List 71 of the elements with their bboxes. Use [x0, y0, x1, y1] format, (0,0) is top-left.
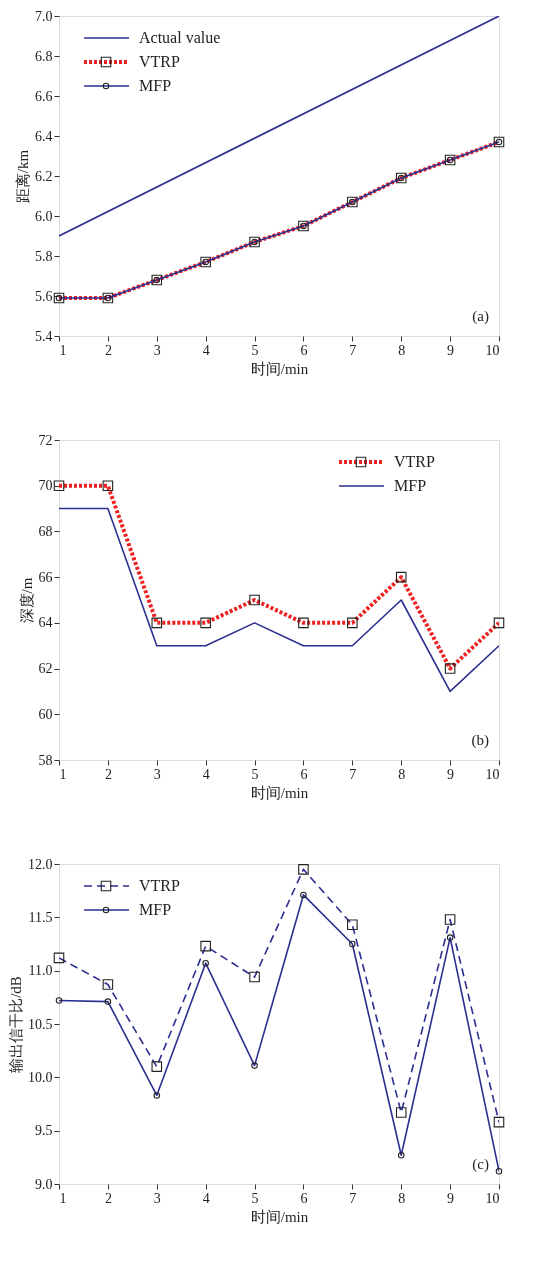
- x-tick-label: 6: [300, 766, 308, 782]
- legend-label: Actual value: [139, 29, 221, 46]
- y-tick-label: 5.6: [35, 288, 53, 304]
- annotation: (b): [471, 732, 489, 749]
- x-tick-label: 2: [104, 342, 112, 358]
- x-tick-label: 8: [398, 342, 406, 358]
- legend-label: MFP: [394, 477, 427, 494]
- x-tick-label: 8: [398, 766, 406, 782]
- y-tick-label: 10.5: [28, 1016, 53, 1032]
- x-tick-label: 7: [349, 1190, 357, 1206]
- x-tick-label: 2: [104, 1190, 112, 1206]
- x-tick-label: 8: [398, 1190, 406, 1206]
- legend-label: MFP: [139, 901, 172, 918]
- x-tick-label: 5: [251, 1190, 259, 1206]
- x-tick-label: 9: [447, 342, 455, 358]
- y-tick-label: 10.0: [28, 1069, 53, 1085]
- x-tick-label: 9: [447, 1190, 455, 1206]
- x-tick-label: 2: [104, 766, 112, 782]
- y-tick-label: 11.0: [28, 963, 53, 979]
- x-tick-label: 4: [202, 342, 210, 358]
- y-tick-label: 5.8: [35, 248, 53, 264]
- x-tick-label: 6: [300, 342, 308, 358]
- x-tick-label: 5: [251, 766, 259, 782]
- y-tick-label: 11.5: [28, 909, 53, 925]
- legend-label: VTRP: [139, 53, 180, 70]
- y-tick-label: 58: [38, 752, 53, 768]
- y-tick-label: 6.4: [35, 128, 53, 144]
- x-tick-label: 10: [485, 766, 500, 782]
- x-tick-label: 7: [349, 766, 357, 782]
- x-tick-label: 10: [485, 1190, 500, 1206]
- legend-label: VTRP: [139, 877, 180, 894]
- y-tick-label: 9.5: [35, 1123, 53, 1139]
- line-series: [59, 507, 499, 693]
- x-axis-title: 时间/min: [250, 1208, 309, 1225]
- y-tick-label: 5.4: [35, 328, 53, 344]
- y-tick-label: 68: [38, 523, 53, 539]
- x-tick-label: 4: [202, 1190, 210, 1206]
- x-tick-label: 3: [153, 342, 161, 358]
- annotation: (c): [472, 1156, 489, 1173]
- y-tick-label: 6.2: [35, 168, 53, 184]
- x-tick-label: 3: [153, 1190, 161, 1206]
- x-tick-label: 4: [202, 766, 210, 782]
- y-tick-label: 60: [38, 706, 53, 722]
- x-tick-label: 7: [349, 342, 357, 358]
- y-tick-label: 72: [38, 432, 53, 448]
- y-tick-label: 62: [38, 661, 53, 677]
- x-tick-label: 1: [59, 766, 67, 782]
- y-tick-label: 64: [38, 615, 53, 631]
- x-tick-label: 1: [59, 342, 67, 358]
- y-tick-label: 6.6: [35, 88, 53, 104]
- x-tick-label: 10: [485, 342, 500, 358]
- annotation: (a): [472, 308, 489, 325]
- x-tick-label: 1: [59, 1190, 67, 1206]
- y-axis-title: 深度/m: [18, 577, 35, 624]
- y-tick-label: 70: [38, 478, 53, 494]
- x-tick-label: 5: [251, 342, 259, 358]
- x-axis-title: 时间/min: [250, 784, 309, 801]
- legend-label: VTRP: [394, 453, 435, 470]
- y-axis-title: 距离/km: [15, 149, 31, 204]
- y-tick-label: 6.8: [35, 48, 53, 64]
- legend-label: MFP: [139, 77, 172, 94]
- y-tick-label: 7.0: [35, 8, 53, 24]
- y-tick-label: 12.0: [28, 856, 53, 872]
- y-tick-label: 6.0: [35, 208, 53, 224]
- x-tick-label: 6: [300, 1190, 308, 1206]
- y-tick-label: 66: [38, 569, 53, 585]
- x-tick-label: 3: [153, 766, 161, 782]
- y-tick-label: 9.0: [35, 1176, 53, 1192]
- y-axis-title: 输出信干比/dB: [8, 976, 24, 1073]
- x-tick-label: 9: [447, 766, 455, 782]
- x-axis-title: 时间/min: [250, 360, 309, 377]
